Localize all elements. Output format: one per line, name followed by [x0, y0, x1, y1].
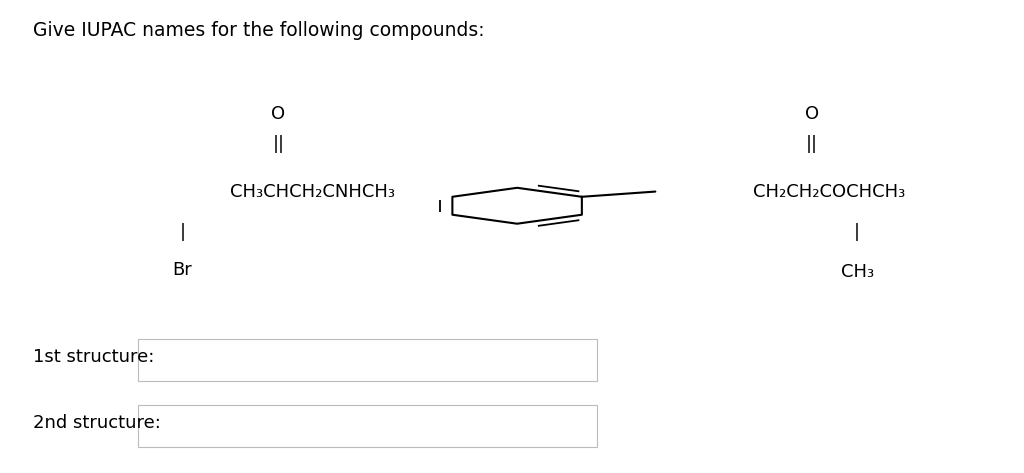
Text: |: | — [179, 223, 185, 241]
Text: 1st structure:: 1st structure: — [33, 348, 155, 366]
Bar — [138, 405, 597, 447]
Text: CH₃CHCH₂CNHCH₃: CH₃CHCH₂CNHCH₃ — [230, 183, 395, 201]
Text: |: | — [854, 223, 860, 241]
Text: ||: || — [806, 135, 818, 153]
Text: CH₂CH₂COCHCH₃: CH₂CH₂COCHCH₃ — [753, 183, 905, 201]
Text: Give IUPAC names for the following compounds:: Give IUPAC names for the following compo… — [33, 21, 484, 40]
Bar — [138, 339, 597, 381]
Text: Br: Br — [172, 261, 193, 279]
Text: O: O — [805, 105, 819, 123]
Text: CH₃: CH₃ — [841, 263, 873, 281]
Text: ||: || — [272, 135, 285, 153]
Text: O: O — [271, 105, 286, 123]
Text: 2nd structure:: 2nd structure: — [33, 414, 161, 432]
